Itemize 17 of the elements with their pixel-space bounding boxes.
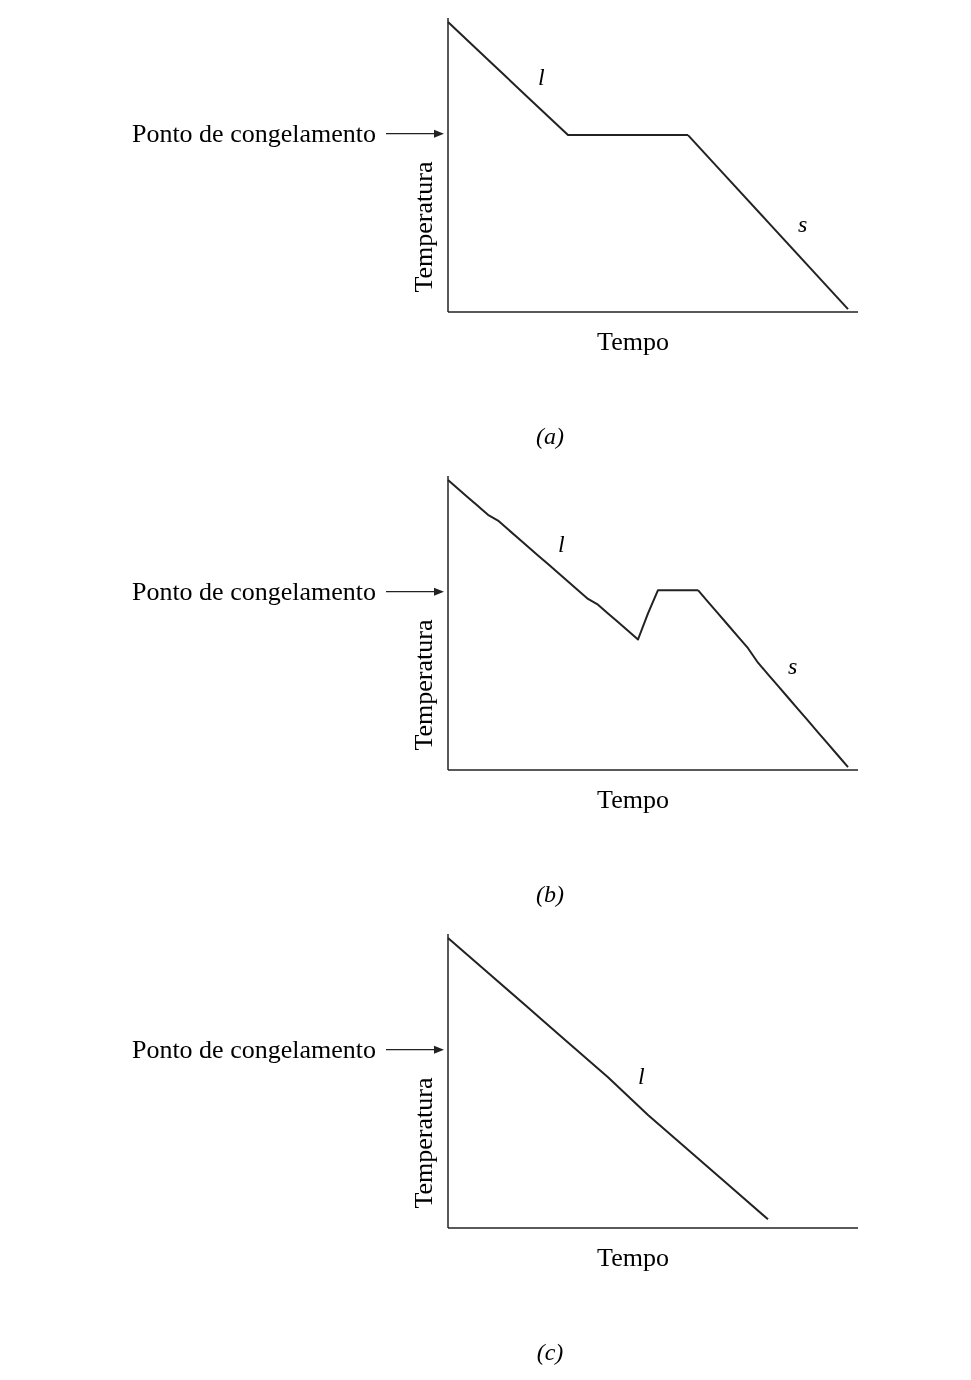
y-axis-title: Temperatura (409, 619, 438, 751)
text: Ponto de congelamento (131, 118, 376, 148)
text: (c) (536, 1339, 564, 1365)
series-label: l (538, 64, 545, 91)
series-label: l (638, 1063, 645, 1090)
series-label: l (558, 531, 565, 558)
y-axis-title: Temperatura (409, 1077, 438, 1209)
x-axis-title: Tempo (597, 785, 669, 814)
series-label: s (798, 210, 808, 237)
text: (b) (536, 881, 564, 907)
text: Ponto de congelamento (131, 576, 376, 606)
series-label: s (788, 652, 798, 679)
x-axis-title: Tempo (597, 1243, 669, 1272)
text: (a) (536, 423, 564, 449)
text: Ponto de congelamento (131, 1034, 376, 1064)
y-axis-title: Temperatura (409, 161, 438, 293)
x-axis-title: Tempo (597, 327, 669, 356)
